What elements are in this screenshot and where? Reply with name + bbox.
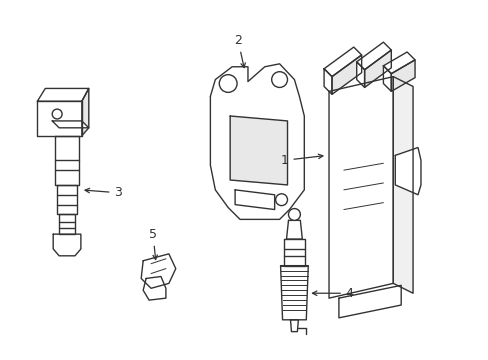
Polygon shape (356, 42, 390, 70)
Polygon shape (392, 77, 412, 293)
Polygon shape (81, 89, 89, 136)
Polygon shape (324, 69, 331, 94)
Polygon shape (53, 234, 81, 256)
Polygon shape (235, 190, 274, 210)
Polygon shape (394, 148, 420, 195)
Polygon shape (59, 215, 75, 234)
Polygon shape (55, 136, 79, 185)
Text: 4: 4 (312, 287, 353, 300)
Polygon shape (338, 285, 400, 318)
Polygon shape (57, 185, 77, 215)
Polygon shape (331, 55, 361, 94)
Polygon shape (37, 89, 89, 101)
Polygon shape (328, 77, 392, 298)
Text: 1: 1 (280, 154, 322, 167)
Polygon shape (383, 66, 390, 91)
Polygon shape (143, 276, 165, 300)
Polygon shape (280, 266, 307, 320)
Polygon shape (37, 101, 81, 136)
Polygon shape (290, 320, 298, 332)
Polygon shape (390, 60, 414, 91)
Polygon shape (283, 239, 305, 266)
Text: 2: 2 (234, 34, 245, 68)
Polygon shape (364, 50, 390, 87)
Polygon shape (286, 220, 302, 239)
Polygon shape (356, 62, 364, 87)
Polygon shape (324, 47, 361, 77)
Circle shape (288, 208, 300, 220)
Polygon shape (210, 64, 304, 219)
Polygon shape (230, 116, 287, 185)
Polygon shape (383, 52, 414, 74)
Text: 3: 3 (85, 186, 122, 199)
Polygon shape (52, 121, 89, 128)
Text: 5: 5 (149, 228, 157, 260)
Polygon shape (141, 254, 175, 288)
